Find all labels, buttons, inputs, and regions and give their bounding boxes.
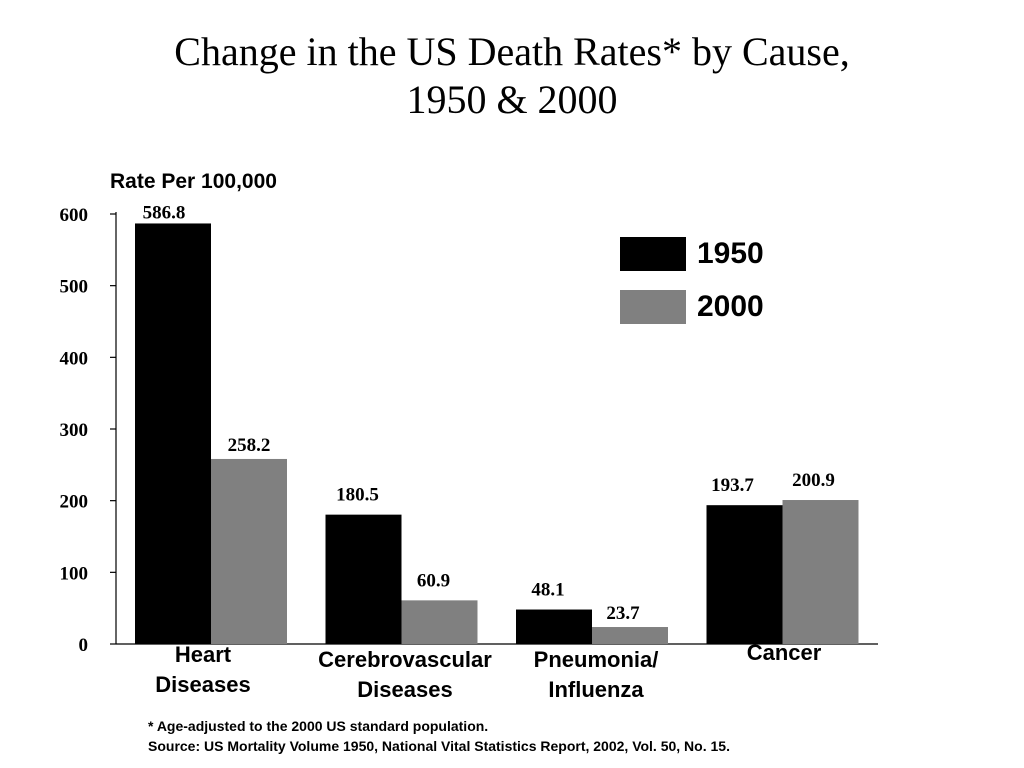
category-label-heart-diseases: Heart Diseases (93, 640, 313, 700)
data-label-1950-3: 193.7 (711, 475, 754, 496)
bar-1950-1 (325, 514, 402, 644)
data-label-2000-3: 200.9 (792, 470, 835, 491)
data-label-2000-0: 258.2 (228, 435, 271, 456)
y-axis-label: Rate Per 100,000 (110, 170, 277, 193)
category-label-cerebrovascular-diseases: Cerebrovascular Diseases (295, 645, 515, 705)
bar-1950-0 (135, 223, 211, 644)
bar-2000-1 (401, 600, 478, 644)
y-tick-label: 600 (60, 205, 89, 226)
y-tick-label: 0 (79, 635, 89, 656)
y-tick-label: 300 (60, 420, 89, 441)
legend-swatch-1950 (620, 237, 686, 271)
category-label-line2: Diseases (155, 672, 251, 697)
legend-swatch-2000 (620, 290, 686, 324)
y-tick-label: 100 (60, 563, 89, 584)
data-label-1950-2: 48.1 (531, 580, 564, 601)
data-label-1950-0: 586.8 (143, 202, 186, 223)
footnote-age-adjusted: * Age-adjusted to the 2000 US standard p… (148, 718, 489, 734)
category-label-pneumonia-influenza: Pneumonia/ Influenza (486, 645, 706, 705)
y-tick-label: 200 (60, 492, 89, 513)
chart-title-line2: 1950 & 2000 (406, 77, 618, 122)
category-label-line1: Cancer (746, 640, 822, 665)
category-label-line2: Diseases (357, 677, 453, 702)
data-label-1950-1: 180.5 (336, 485, 379, 506)
category-label-line1: Heart (174, 642, 232, 667)
bar-1950-3 (706, 505, 783, 644)
category-label-line2: Influenza (548, 677, 644, 702)
data-label-2000-2: 23.7 (606, 603, 640, 624)
chart-title-line1: Change in the US Death Rates* by Cause, (174, 29, 850, 74)
category-label-line1: Cerebrovascular (318, 647, 492, 672)
category-label-cancer: Cancer (674, 638, 894, 668)
legend-label-1950: 1950 (697, 237, 764, 270)
y-tick-label: 500 (60, 277, 89, 298)
category-label-line1: Pneumonia/ (533, 647, 659, 672)
footnote-source: Source: US Mortality Volume 1950, Nation… (148, 738, 730, 754)
chart-title: Change in the US Death Rates* by Cause, … (0, 28, 1024, 124)
bar-2000-2 (592, 627, 668, 644)
bar-1950-2 (516, 609, 592, 644)
legend-label-2000: 2000 (697, 290, 764, 323)
y-tick-label: 400 (60, 348, 89, 369)
bar-2000-3 (782, 500, 859, 644)
bar-2000-0 (211, 458, 287, 644)
footnote: * Age-adjusted to the 2000 US standard p… (148, 716, 730, 756)
data-label-2000-1: 60.9 (417, 570, 450, 591)
